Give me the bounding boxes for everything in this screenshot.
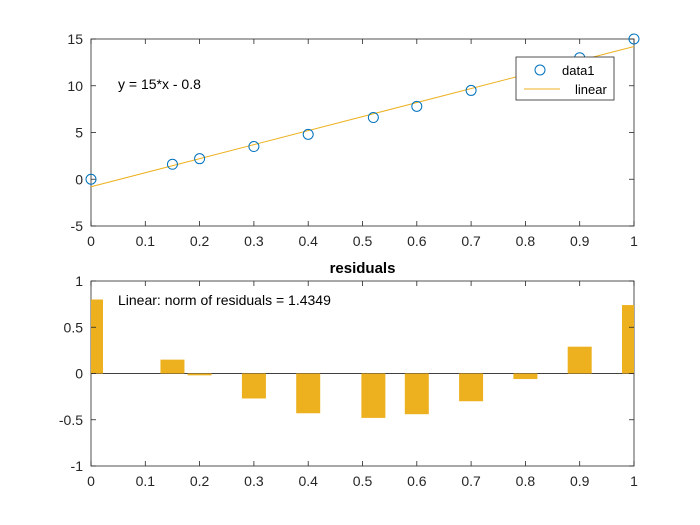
fit-equation-annotation: y = 15*x - 0.8 <box>118 76 201 92</box>
data1-point <box>367 112 379 124</box>
data1-point <box>166 158 178 170</box>
residuals-x-tick-label: 0.9 <box>570 473 590 489</box>
residual-bar <box>296 373 321 414</box>
residual-bar <box>567 346 592 374</box>
residuals-x-tick-label: 0.1 <box>136 473 156 489</box>
fit-x-ticks: 0 0.1 0.2 0.3 0.4 0.5 0.6 0.7 0.8 0.9 1 <box>87 39 638 249</box>
residuals-x-tick-label: 0 <box>87 473 95 489</box>
residuals-title: residuals <box>330 260 396 277</box>
fit-x-tick-label: 0.4 <box>298 233 318 249</box>
fit-y-tick-label: -5 <box>71 218 84 234</box>
residuals-y-tick-label: 0.5 <box>64 319 84 335</box>
residuals-x-tick-label: 0.4 <box>298 473 318 489</box>
fit-x-tick-label: 0.9 <box>570 233 590 249</box>
legend-data1-marker <box>534 64 546 76</box>
residuals-x-tick-label: 0.2 <box>190 473 210 489</box>
residual-bar <box>241 373 266 399</box>
residuals-x-tick-label: 0.3 <box>244 473 264 489</box>
fit-x-tick-label: 0.3 <box>244 233 264 249</box>
fit-y-tick-label: 10 <box>67 78 83 94</box>
residuals-y-tick-label: 1 <box>75 273 83 289</box>
residual-bar <box>404 373 429 415</box>
fit-x-tick-label: 0.7 <box>461 233 481 249</box>
residual-bar <box>622 305 634 374</box>
residuals-axes: residuals 0 0.1 0.2 0.3 0.4 0.5 0.6 0.7 0.8 0.9 1 … <box>59 260 638 489</box>
fit-y-tick-label: 0 <box>75 171 83 187</box>
data1-point <box>248 141 260 153</box>
legend-linear-label: linear <box>575 82 607 97</box>
fit-x-tick-label: 0.8 <box>516 233 536 249</box>
residual-bar <box>459 373 484 402</box>
residuals-y-tick-label: -0.5 <box>59 412 83 428</box>
residual-bar <box>91 299 103 374</box>
residuals-x-ticks: 0 0.1 0.2 0.3 0.4 0.5 0.6 0.7 0.8 0.9 1 <box>87 281 638 489</box>
fit-x-tick-label: 0.2 <box>190 233 210 249</box>
residuals-x-tick-label: 0.6 <box>407 473 427 489</box>
data1-point <box>302 128 314 140</box>
residual-bar <box>513 373 538 380</box>
data1-point <box>465 84 477 96</box>
data1-point <box>411 100 423 112</box>
data1-point <box>628 33 640 45</box>
fit-x-tick-label: 0 <box>87 233 95 249</box>
fit-x-tick-label: 0.5 <box>353 233 373 249</box>
residuals-y-tick-label: -1 <box>71 458 84 474</box>
residuals-y-ticks: -1 -0.5 0 0.5 1 <box>59 273 634 474</box>
legend-box <box>515 56 615 101</box>
fit-y-tick-label: 15 <box>67 31 83 47</box>
residual-bar <box>160 359 185 374</box>
legend: data1 linear <box>515 56 615 101</box>
fit-y-ticks: -5 0 5 10 15 <box>67 31 634 234</box>
residual-bar <box>187 373 212 376</box>
residuals-norm-annotation: Linear: norm of residuals = 1.4349 <box>118 292 331 308</box>
fit-x-tick-label: 0.1 <box>136 233 156 249</box>
residual-bar <box>361 373 386 418</box>
fit-y-tick-label: 5 <box>75 125 83 141</box>
residuals-x-tick-label: 1 <box>630 473 638 489</box>
legend-data1-label: data1 <box>562 63 595 78</box>
residuals-x-tick-label: 0.8 <box>516 473 536 489</box>
data1-point <box>85 173 97 185</box>
residuals-x-tick-label: 0.5 <box>353 473 373 489</box>
residuals-y-tick-label: 0 <box>75 366 83 382</box>
data1-point <box>194 153 206 165</box>
fit-x-tick-label: 0.6 <box>407 233 427 249</box>
residuals-plot-area <box>91 299 634 418</box>
fit-x-tick-label: 1 <box>630 233 638 249</box>
residuals-x-tick-label: 0.7 <box>461 473 481 489</box>
